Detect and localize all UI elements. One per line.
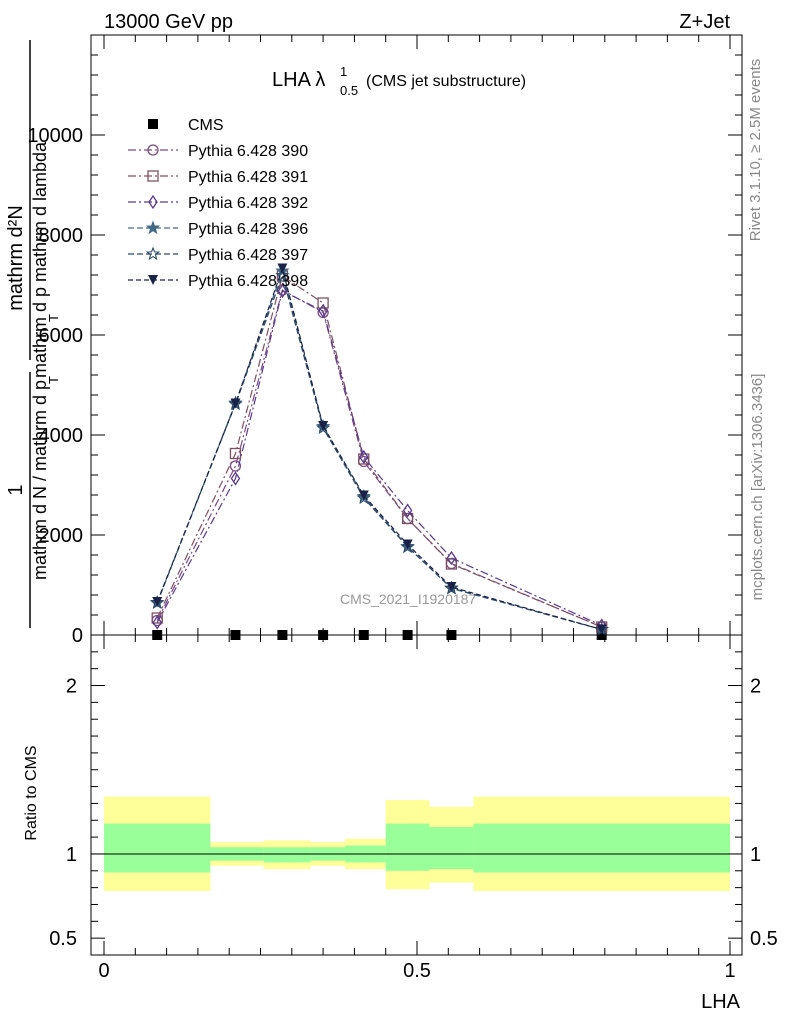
legend-marker bbox=[147, 144, 159, 156]
legend-label: Pythia 6.428 391 bbox=[188, 169, 308, 186]
ratio-plot-frame bbox=[90, 634, 743, 956]
chart-title-sup: 1 bbox=[340, 64, 347, 79]
y-tick-label: 8000 bbox=[39, 225, 84, 247]
y-label-one: 1 bbox=[5, 484, 27, 495]
y-label-mid-sub: T bbox=[46, 314, 61, 322]
legend-marker bbox=[148, 119, 158, 129]
y-axis-label: mathrm d²N mathrm d p mathrm d lambda T … bbox=[5, 40, 61, 628]
ratio-x-ticks: 0 0.5 1 bbox=[98, 635, 736, 982]
y-tick-label: 4000 bbox=[39, 425, 84, 447]
ratio-tick-label-right: 2 bbox=[750, 676, 761, 698]
data-point bbox=[358, 490, 369, 501]
data-point bbox=[318, 303, 328, 319]
ratio-tick-label: 0.5 bbox=[49, 928, 77, 950]
y-label-top: mathrm d²N bbox=[5, 205, 27, 311]
data-point bbox=[152, 597, 163, 607]
series-line bbox=[156, 268, 602, 631]
green-band bbox=[104, 823, 211, 873]
series-4 bbox=[150, 263, 609, 636]
legend-marker bbox=[145, 246, 161, 261]
data-point bbox=[275, 267, 290, 282]
chart-title-sub: 0.5 bbox=[340, 83, 358, 98]
main-plot: CMS_2021_I1920187 0 2000 4000 6000 8000 10000… bbox=[27, 34, 743, 647]
data-point bbox=[446, 550, 457, 566]
legend-label: Pythia 6.428 390 bbox=[188, 143, 308, 160]
data-point bbox=[152, 615, 162, 630]
ratio-tick-label: 2 bbox=[66, 676, 77, 698]
data-point bbox=[230, 471, 241, 486]
data-point bbox=[317, 297, 329, 309]
x-axis-label: LHA bbox=[701, 991, 741, 1013]
data-point bbox=[402, 503, 413, 518]
legend-label: Pythia 6.428 396 bbox=[188, 221, 308, 238]
series-2 bbox=[151, 270, 608, 633]
data-point bbox=[445, 558, 458, 570]
series-line bbox=[156, 273, 602, 631]
y-label-bottom: mathrm d N / mathrm d p bbox=[30, 380, 50, 580]
ratio-bands bbox=[104, 796, 730, 891]
series-line bbox=[156, 289, 602, 628]
legend-marker bbox=[148, 275, 158, 285]
series-5 bbox=[150, 267, 609, 636]
data-point bbox=[230, 398, 241, 409]
legend-marker bbox=[145, 220, 161, 235]
legend-label: Pythia 6.428 398 bbox=[188, 273, 308, 290]
data-point bbox=[400, 539, 415, 554]
data-point bbox=[229, 447, 242, 460]
y-tick-label: 10000 bbox=[27, 125, 83, 147]
y-tick-label: 2000 bbox=[39, 525, 84, 547]
ratio-y-label: Ratio to CMS bbox=[23, 745, 40, 840]
ratio-tick-label-right: 1 bbox=[750, 844, 761, 866]
series-1 bbox=[151, 284, 608, 633]
series-3 bbox=[152, 283, 607, 633]
x-tick-label: 1 bbox=[724, 960, 735, 982]
data-point bbox=[446, 582, 457, 592]
ratio-y-ticks: 0.5 0.5 1 1 2 2 bbox=[49, 651, 778, 950]
data-point bbox=[359, 449, 369, 465]
legend: CMS Pythia 6.428 390 Pythia 6.428 391 Pythi… bbox=[128, 117, 308, 290]
watermark: CMS_2021_I1920187 bbox=[340, 591, 476, 607]
ratio-tick-label-right: 0.5 bbox=[750, 928, 778, 950]
y-label-bottom-sub: T bbox=[46, 376, 61, 384]
data-point bbox=[356, 490, 371, 505]
x-tick-label: 0 bbox=[98, 960, 109, 982]
data-point bbox=[318, 421, 329, 431]
legend-marker bbox=[147, 170, 159, 182]
data-point bbox=[229, 460, 242, 472]
legend-label: CMS bbox=[188, 117, 224, 134]
x-tick-label: 0.5 bbox=[403, 960, 431, 982]
series-line bbox=[156, 290, 602, 627]
green-band bbox=[429, 827, 474, 870]
chart-title: LHA λ 1 0.5 (CMS jet substructure) bbox=[272, 64, 526, 98]
main-y-ticks: 0 2000 4000 6000 8000 10000 bbox=[27, 54, 742, 647]
y-tick-label: 0 bbox=[72, 625, 83, 647]
y-label-mid: mathrm d p mathrm d lambda bbox=[30, 141, 50, 378]
data-point bbox=[277, 283, 288, 299]
green-band bbox=[473, 823, 730, 873]
main-series bbox=[150, 263, 609, 640]
y-tick-label: 6000 bbox=[39, 325, 84, 347]
series-6 bbox=[152, 263, 607, 635]
data-point bbox=[277, 263, 288, 274]
data-point bbox=[401, 512, 414, 525]
mcplots-label: mcplots.cern.ch [arXiv:1306.3436] bbox=[749, 374, 766, 601]
green-band bbox=[263, 847, 311, 863]
legend-marker bbox=[148, 194, 158, 210]
header-left: 13000 GeV pp bbox=[104, 11, 233, 33]
chart-title-suffix: (CMS jet substructure) bbox=[366, 73, 526, 90]
data-point bbox=[151, 612, 163, 624]
series-line bbox=[156, 275, 602, 628]
chart-title-main: LHA λ bbox=[272, 69, 325, 91]
green-band bbox=[385, 823, 430, 871]
data-point bbox=[596, 624, 607, 635]
legend-label: Pythia 6.428 392 bbox=[188, 195, 308, 212]
data-point bbox=[402, 539, 413, 550]
ratio-plot: 0.5 0.51 12 2 0 0.5 1 Ratio to CMS bbox=[23, 634, 778, 982]
header-right: Z+Jet bbox=[679, 11, 730, 33]
legend-label: Pythia 6.428 397 bbox=[188, 247, 308, 264]
rivet-label: Rivet 3.1.10, ≥ 2.5M events bbox=[747, 59, 764, 242]
series-line bbox=[156, 266, 602, 631]
ratio-tick-label: 1 bbox=[66, 844, 77, 866]
